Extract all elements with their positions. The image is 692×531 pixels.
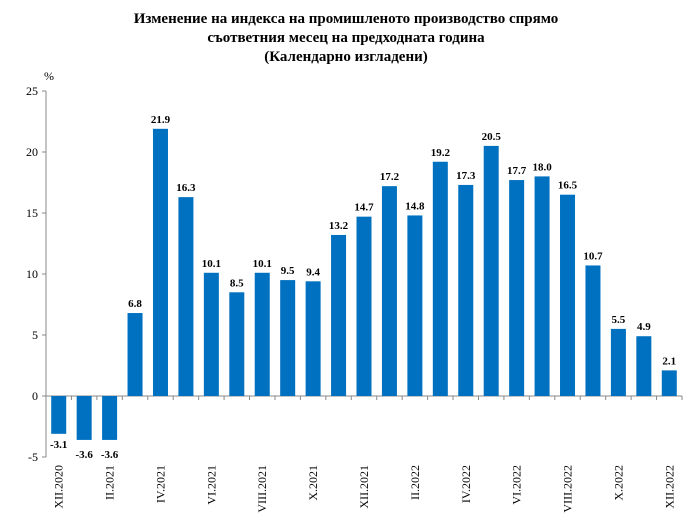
x-tick-label: XII.2021	[357, 465, 371, 509]
bar	[560, 194, 576, 396]
y-tick-label: 0	[32, 389, 38, 403]
bar	[102, 396, 118, 440]
y-tick-label: 5	[32, 328, 38, 342]
bar	[356, 216, 372, 396]
y-tick-label: 10	[26, 267, 38, 281]
bar	[483, 145, 499, 396]
data-label: 13.2	[329, 220, 349, 232]
bar	[432, 161, 448, 396]
data-label: 10.7	[583, 250, 603, 262]
y-tick-label: -5	[28, 450, 38, 464]
bar	[51, 396, 67, 434]
data-label: 2.1	[662, 355, 676, 367]
bar	[458, 184, 474, 396]
bar	[152, 128, 168, 396]
data-label: 14.7	[354, 202, 374, 214]
bar	[636, 336, 652, 396]
data-label: 5.5	[612, 314, 626, 326]
y-axis-unit: %	[44, 69, 54, 83]
bar	[585, 265, 601, 396]
title-line-2: съответния месец на предходната година	[207, 30, 485, 46]
title-line-1: Изменение на индекса на промишленото про…	[133, 11, 559, 27]
data-label: 9.4	[306, 266, 320, 278]
bar	[76, 396, 92, 440]
data-label: 17.2	[380, 171, 400, 183]
data-label: 10.1	[253, 258, 272, 270]
data-label: 17.3	[456, 170, 476, 182]
data-label: 16.3	[176, 182, 196, 194]
bar	[331, 234, 347, 396]
data-label: -3.1	[50, 439, 67, 451]
x-tick-label: II.2022	[408, 465, 422, 500]
data-label: 21.9	[151, 114, 171, 126]
data-label: 4.9	[637, 321, 651, 333]
y-tick-label: 25	[26, 84, 38, 98]
x-tick-label: VI.2022	[510, 465, 524, 505]
x-tick-label: VIII.2021	[255, 465, 269, 513]
bar	[203, 272, 219, 396]
data-label: -3.6	[75, 449, 93, 461]
bar	[407, 215, 423, 396]
title-line-3: (Календарно изгладени)	[264, 49, 428, 65]
data-label: 9.5	[281, 265, 295, 277]
bar	[254, 272, 270, 396]
x-tick-label: IV.2022	[459, 465, 473, 503]
y-tick-label: 20	[26, 145, 38, 159]
data-label: 10.1	[202, 258, 221, 270]
bar	[280, 280, 296, 396]
data-label: 18.0	[532, 161, 552, 173]
x-tick-label: XII.2022	[662, 465, 676, 509]
data-label: -3.6	[101, 449, 119, 461]
x-tick-label: X.2022	[611, 465, 625, 501]
data-label: 8.5	[230, 277, 244, 289]
data-label: 16.5	[558, 180, 578, 192]
bar	[661, 370, 677, 396]
chart-title: Изменение на индекса на промишленото про…	[0, 10, 692, 67]
data-label: 6.8	[128, 298, 142, 310]
x-tick-label: VIII.2022	[561, 465, 575, 513]
data-label: 17.7	[507, 165, 527, 177]
data-label: 20.5	[482, 131, 502, 143]
bar	[127, 313, 143, 396]
bar	[509, 180, 525, 396]
bar	[534, 176, 550, 396]
bar	[229, 292, 245, 396]
data-label: 19.2	[431, 147, 451, 159]
bar	[178, 197, 194, 396]
bar	[610, 328, 626, 396]
data-label: 14.8	[405, 200, 425, 212]
x-tick-label: VI.2021	[204, 465, 218, 505]
bar	[381, 186, 397, 396]
bar	[305, 281, 321, 396]
x-tick-label: X.2021	[306, 465, 320, 501]
x-tick-label: XII.2020	[52, 465, 66, 509]
x-tick-label: II.2021	[103, 465, 117, 500]
x-tick-label: IV.2021	[153, 465, 167, 503]
y-tick-label: 15	[26, 206, 38, 220]
